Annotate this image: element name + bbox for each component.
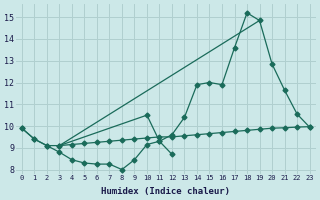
X-axis label: Humidex (Indice chaleur): Humidex (Indice chaleur): [101, 187, 230, 196]
